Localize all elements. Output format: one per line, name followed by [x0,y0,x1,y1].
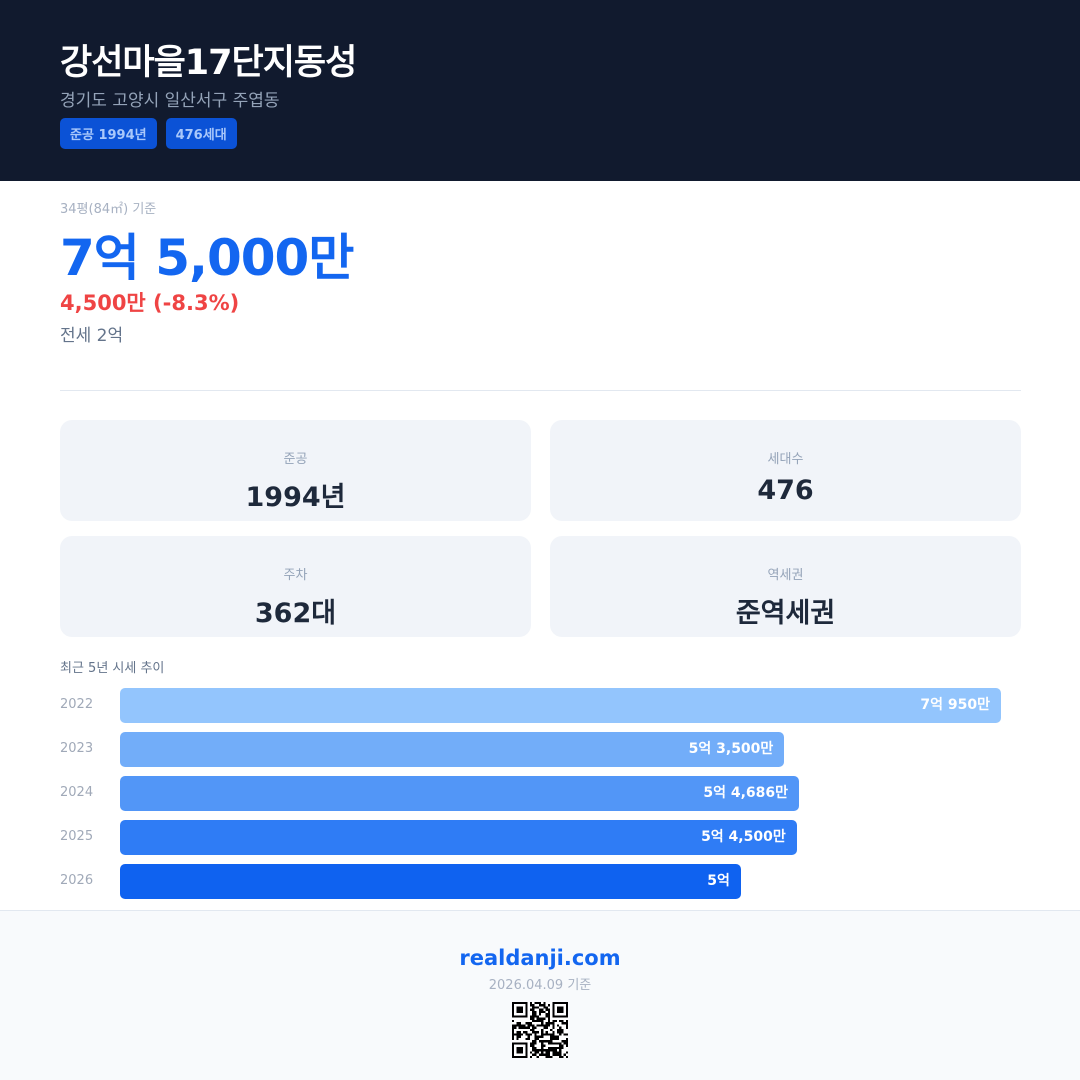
bar-2025: 5억 4,500만 [120,820,797,855]
footer: realdanji.com 2026.04.09 기준 [0,910,1080,1080]
stat-card-parking: 주차 362대 [60,536,531,637]
year-label: 2024 [60,785,94,800]
year-label: 2022 [60,697,94,712]
stat-value: 준역세권 [735,598,836,629]
stat-card-station: 역세권 준역세권 [550,536,1021,637]
stat-card-households: 세대수 476 [550,420,1021,521]
site-link[interactable]: realdanji.com [459,946,621,970]
reference-date: 2026.04.09 기준 [488,978,592,993]
stat-label: 세대수 [767,452,804,467]
chart-row: 2025 5억 4,500만 [60,820,1020,855]
badge-households: 476세대 [165,118,237,149]
chart-row: 2024 5억 4,686만 [60,776,1020,811]
bar-2024: 5억 4,686만 [120,776,800,811]
complex-title: 강선마을17단지동성 [60,43,357,83]
bar-2023: 5억 3,500만 [120,732,785,767]
stat-label: 역세권 [767,568,804,583]
price-change: 4,500만 (-8.3%) [60,291,240,315]
bar-2022: 7억 950만 [120,688,1001,723]
stat-value: 1994년 [245,482,346,513]
chart-title: 최근 5년 시세 추이 [60,661,165,676]
header: 강선마을17단지동성 경기도 고양시 일산서구 주엽동 준공 1994년 476… [0,0,1080,181]
stat-label: 주차 [283,568,308,583]
divider [60,390,1021,391]
price-basis: 34평(84㎡) 기준 [60,202,157,217]
qr-code-icon [512,1002,568,1058]
stat-card-built: 준공 1994년 [60,420,531,521]
badge-built-year: 준공 1994년 [60,118,157,149]
stat-label: 준공 [283,452,308,467]
chart-row: 2022 7억 950만 [60,688,1020,723]
year-label: 2023 [60,741,94,756]
address: 경기도 고양시 일산서구 주엽동 [60,91,280,111]
jeonse-price: 전세 2억 [60,326,124,346]
bar-2026: 5억 [120,864,741,899]
stat-value: 476 [757,475,814,506]
stat-value: 362대 [254,598,337,629]
year-label: 2025 [60,829,94,844]
chart-row: 2026 5억 [60,864,1020,899]
year-label: 2026 [60,873,94,888]
chart-row: 2023 5억 3,500만 [60,732,1020,767]
badge-list: 준공 1994년 476세대 [60,118,237,149]
price-value: 7억 5,000만 [60,229,354,287]
